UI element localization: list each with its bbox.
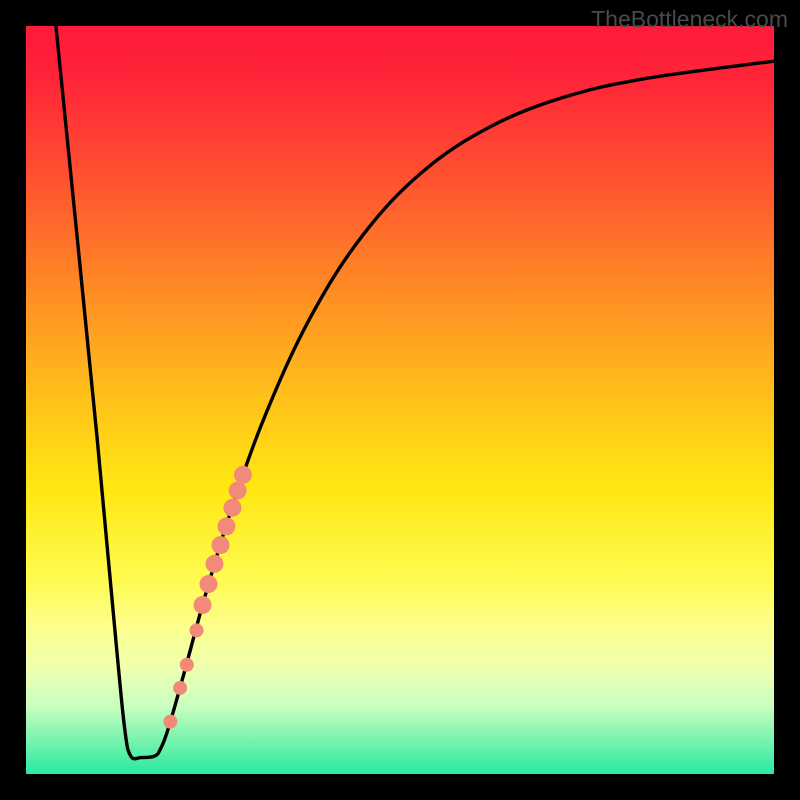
- chart-container: TheBottleneck.com: [0, 0, 800, 800]
- data-marker: [229, 482, 247, 500]
- data-marker: [163, 715, 177, 729]
- frame-left: [0, 0, 26, 800]
- data-marker: [194, 596, 212, 614]
- data-marker: [234, 466, 252, 484]
- watermark-text: TheBottleneck.com: [591, 6, 788, 33]
- plot-background: [26, 26, 774, 774]
- frame-bottom: [0, 774, 800, 800]
- data-marker: [217, 517, 235, 535]
- data-marker: [180, 658, 194, 672]
- data-marker: [200, 575, 218, 593]
- data-marker: [173, 681, 187, 695]
- frame-right: [774, 0, 800, 800]
- data-marker: [211, 536, 229, 554]
- bottleneck-chart: [0, 0, 800, 800]
- data-marker: [190, 623, 204, 637]
- data-marker: [205, 555, 223, 573]
- data-marker: [223, 499, 241, 517]
